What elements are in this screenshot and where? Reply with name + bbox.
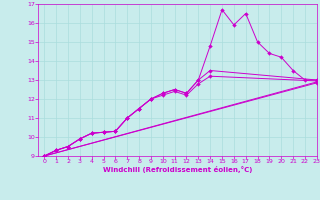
X-axis label: Windchill (Refroidissement éolien,°C): Windchill (Refroidissement éolien,°C)	[103, 166, 252, 173]
